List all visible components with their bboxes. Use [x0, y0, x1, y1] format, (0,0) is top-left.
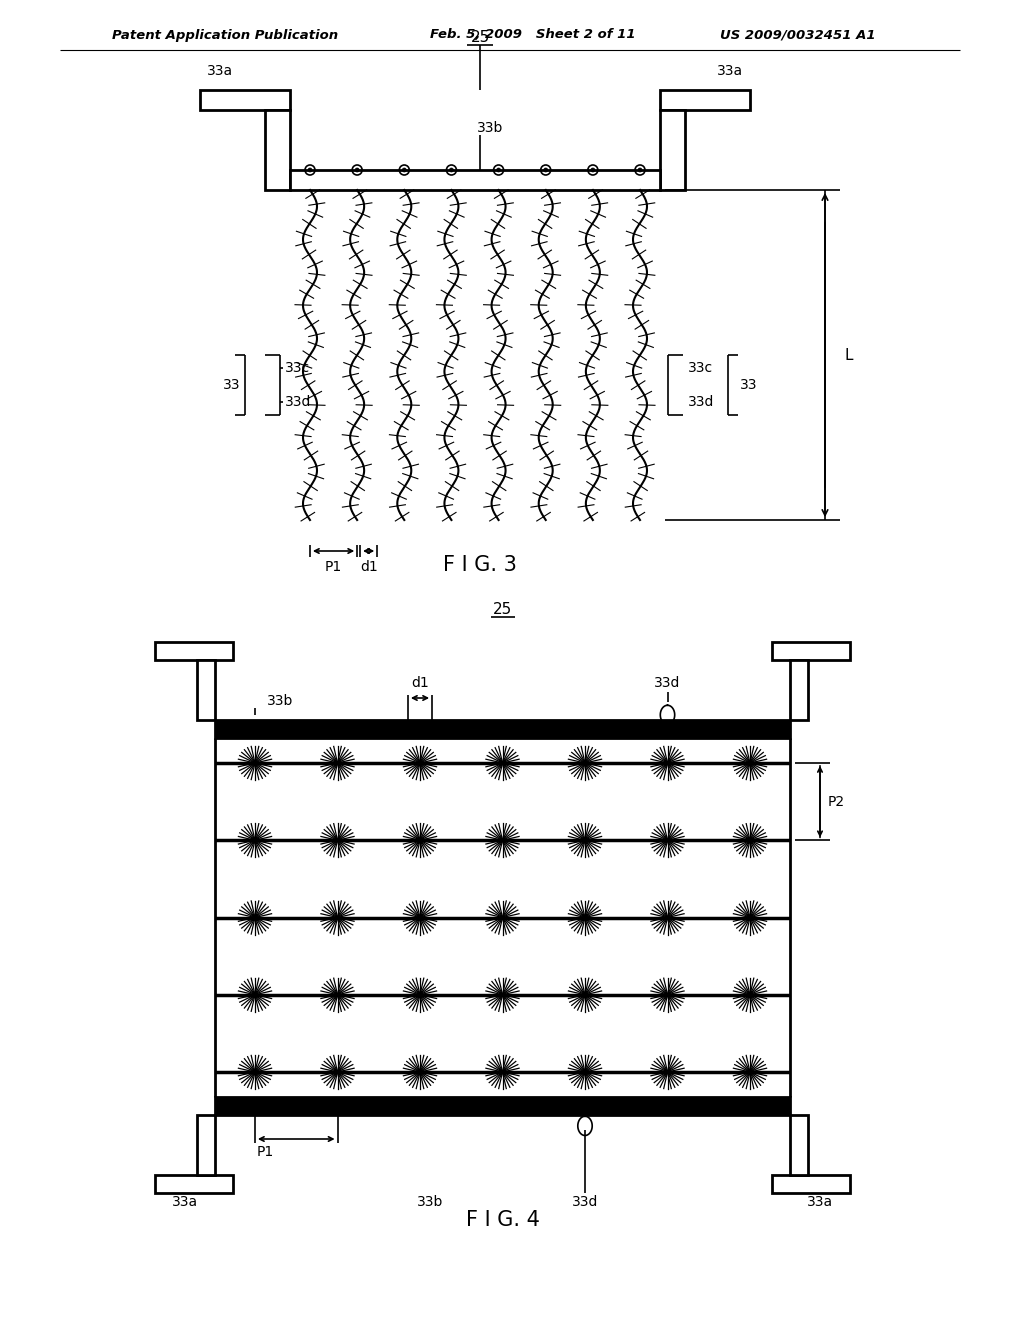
Text: P2: P2 [828, 795, 845, 809]
Circle shape [308, 168, 312, 172]
Text: Feb. 5, 2009   Sheet 2 of 11: Feb. 5, 2009 Sheet 2 of 11 [430, 29, 636, 41]
Text: 33: 33 [740, 378, 758, 392]
Circle shape [544, 168, 548, 172]
Bar [197, 1115, 215, 1175]
Text: 33b: 33b [477, 121, 503, 135]
Bar [790, 660, 808, 719]
Text: 33b: 33b [267, 694, 293, 708]
Bar [155, 642, 233, 660]
Bar [200, 90, 290, 110]
Text: Patent Application Publication: Patent Application Publication [112, 29, 338, 41]
Bar [215, 1097, 790, 1115]
Text: 33d: 33d [285, 395, 311, 409]
Text: US 2009/0032451 A1: US 2009/0032451 A1 [720, 29, 876, 41]
Circle shape [450, 168, 454, 172]
Text: 33a: 33a [807, 1195, 834, 1209]
Circle shape [355, 168, 359, 172]
Bar [772, 1175, 850, 1193]
Text: L: L [845, 347, 853, 363]
Text: 33a: 33a [207, 63, 233, 78]
Bar [290, 170, 660, 190]
Text: 33c: 33c [285, 360, 310, 375]
Text: 33a: 33a [717, 63, 743, 78]
Text: F I G. 4: F I G. 4 [466, 1210, 540, 1230]
Text: 33d: 33d [571, 1195, 598, 1209]
Bar [660, 90, 750, 110]
Text: 33c: 33c [688, 360, 713, 375]
Text: 33d: 33d [654, 676, 681, 690]
Text: F I G. 3: F I G. 3 [443, 554, 517, 576]
Text: 33b: 33b [417, 1195, 443, 1209]
Text: P1: P1 [256, 1144, 273, 1159]
Circle shape [497, 168, 501, 172]
Text: d1: d1 [411, 676, 429, 690]
Text: d1: d1 [359, 560, 378, 574]
Text: 25: 25 [493, 602, 512, 616]
Bar [790, 1115, 808, 1175]
Bar [660, 110, 685, 190]
Bar [772, 642, 850, 660]
Text: 33d: 33d [688, 395, 715, 409]
Text: P1: P1 [325, 560, 342, 574]
Bar [215, 719, 790, 738]
Bar [197, 660, 215, 719]
Bar [265, 110, 290, 190]
Circle shape [402, 168, 407, 172]
Text: 33: 33 [222, 378, 240, 392]
Text: 25: 25 [470, 30, 489, 45]
Bar [155, 1175, 233, 1193]
Text: 33a: 33a [172, 1195, 198, 1209]
Circle shape [591, 168, 595, 172]
Circle shape [638, 168, 642, 172]
